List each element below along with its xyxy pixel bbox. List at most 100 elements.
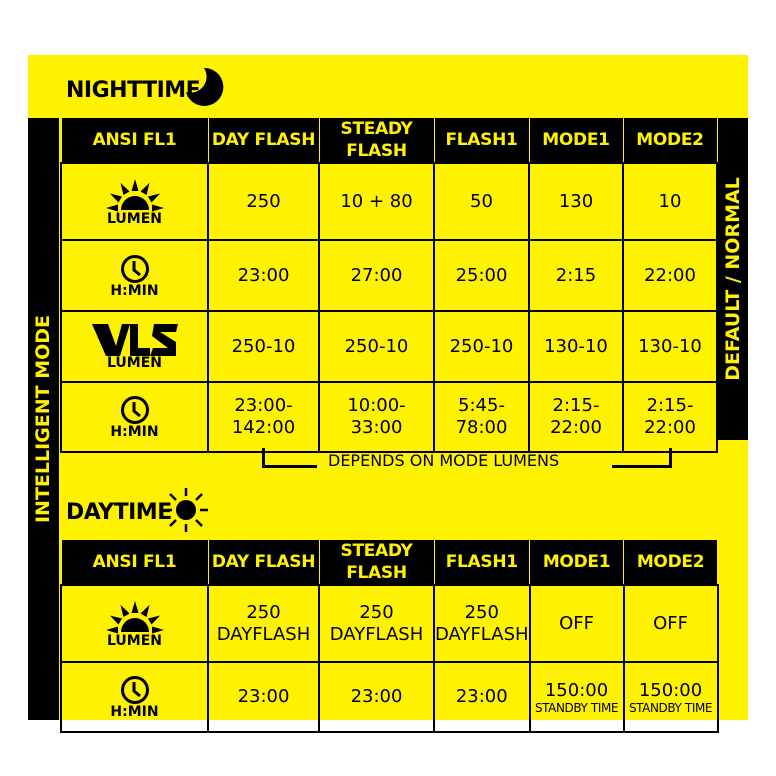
value-line: 22:00 <box>644 417 696 438</box>
column-header: FLASH1 <box>433 118 530 164</box>
value-cell: 5:45- 78:00 <box>433 381 530 453</box>
column-header: MODE1 <box>528 118 624 164</box>
value-cell: 25:00 <box>433 239 530 312</box>
value-cell: 250 <box>207 162 320 241</box>
table-row: H:MIN 23:00 23:00 23:00 150:00 STANDBY TIME 15… <box>60 661 719 733</box>
value-cell: 23:00- 142:00 <box>207 381 320 453</box>
value-line: 250 <box>359 601 394 623</box>
column-header: MODE1 <box>529 540 625 586</box>
table-row: H:MIN 23:00 27:00 25:00 2:15 22:00 <box>60 239 718 312</box>
default-normal-text: DEFAULT / NORMAL <box>722 177 744 381</box>
nighttime-title: NIGHTTIME <box>66 67 224 106</box>
value-cell: 150:00 STANDBY TIME <box>622 661 719 733</box>
clock-icon <box>62 254 207 284</box>
value-cell: 23:00 <box>207 239 320 312</box>
value-line: 150:00 <box>544 679 609 701</box>
column-header: FLASH1 <box>433 540 531 586</box>
value-cell: 250-10 <box>318 310 435 383</box>
daytime-title: DAYTIME <box>66 488 208 532</box>
unit-label: H:MIN <box>110 424 159 440</box>
daytime-title-text: DAYTIME <box>66 500 172 525</box>
column-header: ANSI FL1 <box>60 540 209 586</box>
unit-label: H:MIN <box>110 282 159 299</box>
value-cell: 130 <box>528 162 624 241</box>
table-row: LUMEN 250 10 + 80 50 130 10 <box>60 162 718 241</box>
value-line: 250 <box>464 601 499 623</box>
value-line: 23:00 <box>455 686 508 707</box>
clock-icon <box>62 675 207 705</box>
column-header: MODE2 <box>623 540 719 586</box>
value-cell: 27:00 <box>318 239 435 312</box>
row-label-cell: LUMEN <box>60 310 209 383</box>
value-line: 33:00 <box>350 417 403 438</box>
value-line: 150:00 <box>638 679 703 701</box>
value-cell: 2:15- 22:00 <box>528 381 624 453</box>
column-header: DAY FLASH <box>207 118 320 164</box>
value-cell: 250-10 <box>207 310 320 383</box>
value-cell: OFF <box>528 584 625 663</box>
vls-logo <box>62 323 207 356</box>
value-line: DAYFLASH <box>329 623 424 645</box>
moon-icon <box>186 67 224 106</box>
value-line: 250 <box>246 601 281 623</box>
value-cell: 130-10 <box>528 310 624 383</box>
value-line: OFF <box>653 612 688 634</box>
row-label-cell: H:MIN <box>60 661 209 733</box>
value-cell: 23:00 <box>207 661 320 733</box>
value-line: 10:00- <box>347 395 406 416</box>
bracket-right <box>612 448 672 468</box>
table-row: H:MIN 23:00- 142:00 10:00- 33:00 5:45- 78:00 2:… <box>60 381 718 453</box>
value-cell: 2:15- 22:00 <box>622 381 718 453</box>
value-cell: 23:00 <box>433 661 531 733</box>
header-row: ANSI FL1 DAY FLASH STEADY FLASH FLASH1 MODE1… <box>60 118 718 164</box>
value-line: 142:00 <box>231 417 296 438</box>
unit-label: LUMEN <box>106 210 162 227</box>
value-cell: 23:00 <box>318 661 435 733</box>
value-line: 23:00 <box>237 686 290 707</box>
value-line: 78:00 <box>455 417 508 438</box>
sun-rising-icon <box>62 600 207 634</box>
table-row: LUMEN 250-10 250-10 250-10 130-10 130-10 <box>60 310 718 383</box>
nighttime-title-text: NIGHTTIME <box>66 78 201 103</box>
value-cell: 130-10 <box>622 310 718 383</box>
depends-note: DEPENDS ON MODE LUMENS <box>262 448 674 470</box>
row-label-cell: H:MIN <box>60 381 209 453</box>
value-line: 2:15- <box>646 395 694 416</box>
header-row: ANSI FL1 DAY FLASH STEADY FLASH FLASH1 MODE1… <box>60 540 719 586</box>
value-cell: 250 DAYFLASH <box>318 584 435 663</box>
column-header: STEADY FLASH <box>318 118 435 164</box>
value-line: 23:00 <box>350 686 403 707</box>
value-cell: 10 <box>622 162 718 241</box>
unit-label: H:MIN <box>110 704 159 720</box>
sun-icon <box>164 488 208 532</box>
column-header: ANSI FL1 <box>60 118 209 164</box>
value-line: 5:45- <box>458 395 505 416</box>
intelligent-mode-label: INTELLIGENT MODE <box>28 118 59 720</box>
default-normal-label: DEFAULT / NORMAL <box>718 118 748 440</box>
column-header: DAY FLASH <box>207 540 320 586</box>
value-cell: 50 <box>433 162 530 241</box>
column-header: MODE2 <box>622 118 718 164</box>
row-label-cell: H:MIN <box>60 239 209 312</box>
unit-label: LUMEN <box>106 632 162 649</box>
nighttime-table: ANSI FL1 DAY FLASH STEADY FLASH FLASH1 MODE1… <box>60 118 718 453</box>
value-cell: 150:00 STANDBY TIME <box>528 661 625 733</box>
value-cell: 250 DAYFLASH <box>433 584 531 663</box>
bracket-left <box>262 448 317 468</box>
table-row: LUMEN 250 DAYFLASH 250 DAYFLASH 250 DAYFLASH OF… <box>60 584 719 663</box>
daytime-table: ANSI FL1 DAY FLASH STEADY FLASH FLASH1 MODE1… <box>60 540 719 733</box>
depends-note-text: DEPENDS ON MODE LUMENS <box>328 451 560 470</box>
clock-icon <box>62 395 207 425</box>
value-line: 22:00 <box>550 417 602 438</box>
value-cell: 250 DAYFLASH <box>207 584 320 663</box>
value-line: DAYFLASH <box>216 623 311 645</box>
value-cell: 2:15 <box>528 239 624 312</box>
value-cell: 22:00 <box>622 239 718 312</box>
value-line: 23:00- <box>234 395 293 416</box>
value-cell: OFF <box>622 584 719 663</box>
unit-label: LUMEN <box>106 354 162 371</box>
value-line: DAYFLASH <box>435 623 529 645</box>
row-label-cell: LUMEN <box>60 162 209 241</box>
value-line: STANDBY TIME <box>628 700 713 715</box>
value-cell: 10:00- 33:00 <box>318 381 435 453</box>
